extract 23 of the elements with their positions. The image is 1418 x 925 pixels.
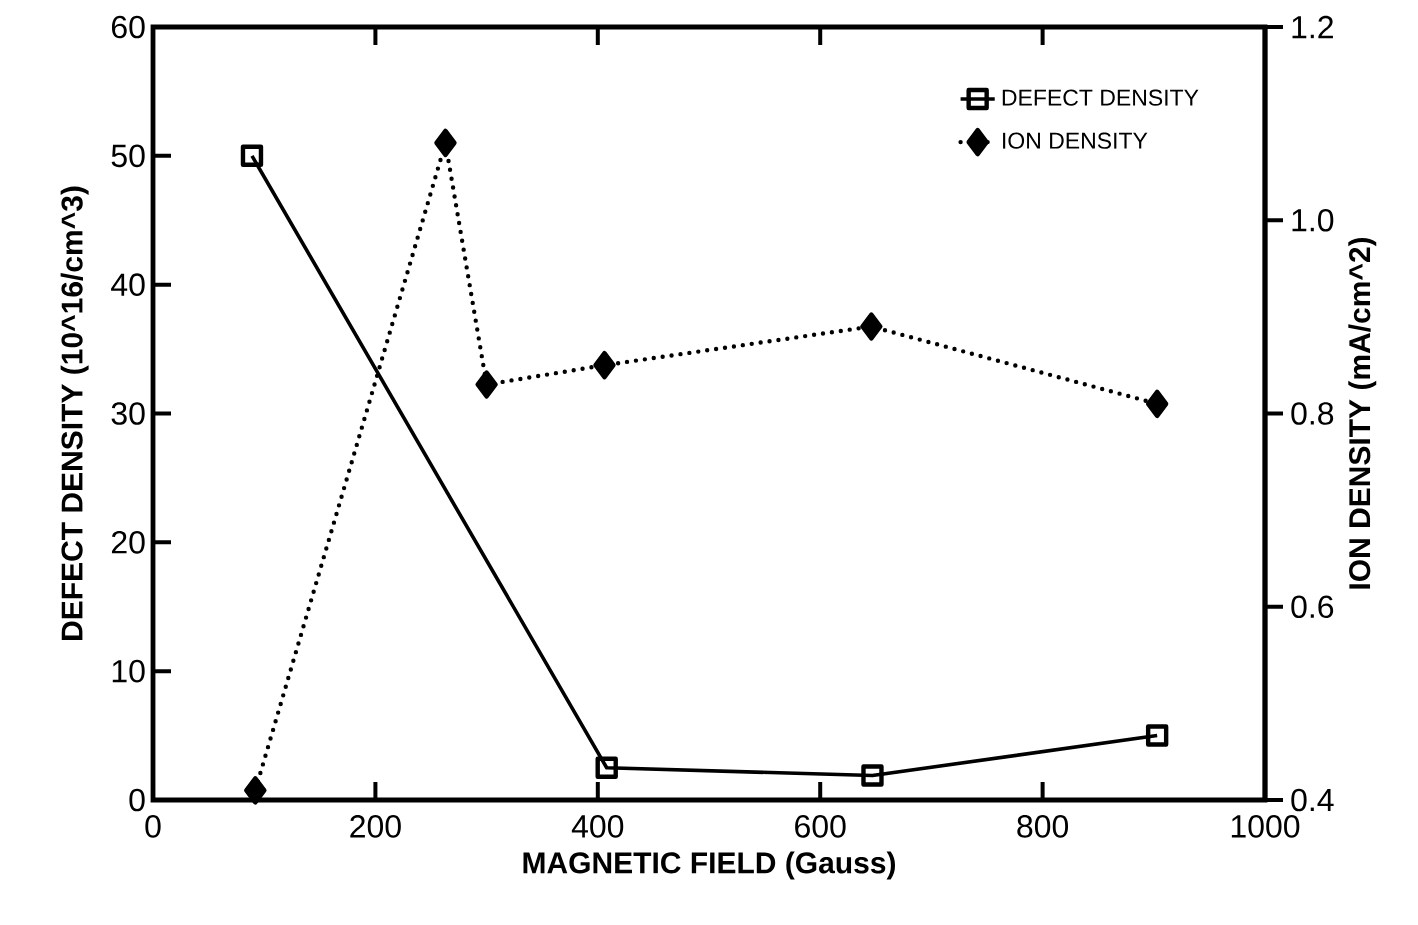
legend-label: DEFECT DENSITY bbox=[1002, 89, 1199, 106]
x-tick-label: 0 bbox=[145, 815, 161, 838]
x-tick-label: 200 bbox=[350, 815, 401, 838]
y2-tick-label: 0.8 bbox=[1291, 402, 1334, 425]
y-tick-label: 30 bbox=[111, 402, 145, 425]
y2-tick-label: 1.0 bbox=[1292, 208, 1334, 232]
y-tick-label: 20 bbox=[111, 531, 145, 554]
x-tick-label: 600 bbox=[795, 815, 846, 838]
y2-tick-label: 0.4 bbox=[1291, 788, 1334, 812]
legend-label: ION DENSITY bbox=[1003, 132, 1148, 149]
y-tick-label: 10 bbox=[112, 659, 145, 683]
x-tick-label: 800 bbox=[1017, 815, 1069, 838]
y-tick-label: 60 bbox=[111, 15, 145, 39]
y-axis-title: DEFECT DENSITY (10^16/cm^3) bbox=[60, 186, 89, 640]
y2-tick-label: 1.2 bbox=[1292, 15, 1333, 39]
x-tick-label: 1000 bbox=[1231, 815, 1300, 838]
y2-tick-label: 0.6 bbox=[1291, 595, 1334, 619]
y-tick-label: 50 bbox=[111, 144, 145, 168]
x-tick-label: 400 bbox=[571, 815, 624, 838]
y-tick-label: 40 bbox=[111, 273, 145, 296]
y-tick-label: 0 bbox=[129, 788, 145, 812]
x-axis-title: MAGNETIC FIELD (Gauss) bbox=[523, 851, 896, 880]
y2-axis-title: ION DENSITY (mA/cm^2) bbox=[1348, 237, 1377, 589]
